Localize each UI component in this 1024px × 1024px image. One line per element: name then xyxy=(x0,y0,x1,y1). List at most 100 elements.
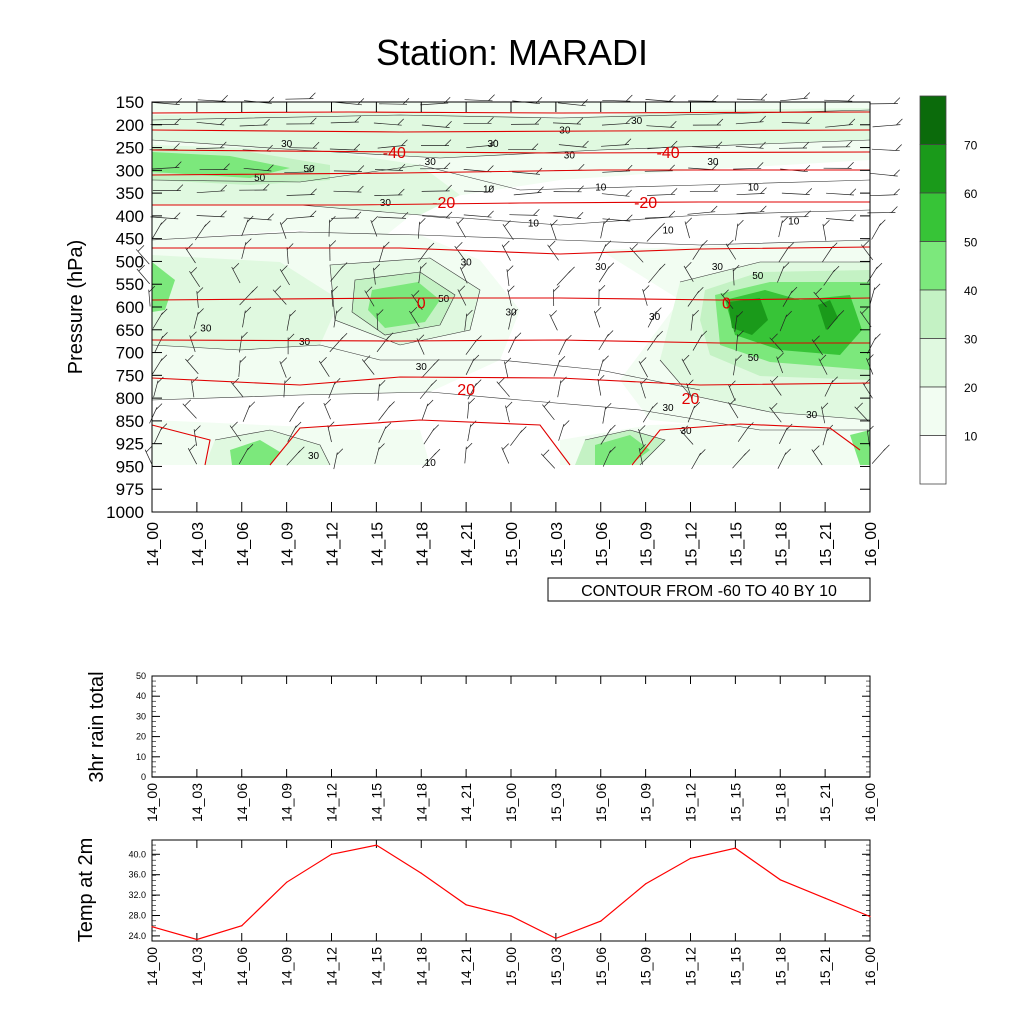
wind-barb xyxy=(242,310,246,328)
wind-barb-feather xyxy=(309,210,317,218)
wind-barb-feather xyxy=(722,289,729,296)
wind-barb-feather xyxy=(883,444,890,452)
wind-barb xyxy=(418,266,422,284)
wind-barb xyxy=(598,334,609,351)
wind-barb xyxy=(600,428,612,445)
wind-barb-feather xyxy=(562,420,570,427)
wind-barb-feather xyxy=(782,262,790,269)
temperature-contour-2 xyxy=(151,149,871,154)
wind-barb xyxy=(869,287,876,305)
wind-barb xyxy=(378,216,407,219)
wind-barb xyxy=(286,247,289,264)
wind-barb xyxy=(193,429,197,446)
x-tick-label: 16_00 xyxy=(862,947,878,986)
wind-barb-feather xyxy=(284,376,292,384)
wind-barb-feather xyxy=(819,354,827,362)
temperature-contour-4 xyxy=(152,201,870,206)
wind-barb xyxy=(822,428,828,446)
colorbar-box xyxy=(919,386,947,436)
y-tick-label: 925 xyxy=(116,435,144,454)
wind-barb xyxy=(464,313,468,331)
wind-barb-feather xyxy=(701,240,708,247)
wind-barb xyxy=(769,406,782,423)
time-axis: 14_00 14_03 14_06 14_09 14_12 14_15 14_18 14_21… xyxy=(145,102,880,567)
wind-barb-feather xyxy=(736,311,744,318)
wind-barb-feather xyxy=(893,188,900,196)
wind-barb xyxy=(638,447,643,465)
wind-barb xyxy=(501,244,511,261)
rain-panel: 0 10 20 30 40 50 14_00 14_03 14_06 14_09 14_12 14_1… xyxy=(86,671,878,822)
series-point xyxy=(330,776,333,778)
wind-barb xyxy=(502,224,514,240)
series-point xyxy=(734,776,736,778)
wind-barb xyxy=(196,121,225,126)
wind-barb xyxy=(374,169,404,171)
wind-barb-feather xyxy=(624,138,632,146)
wind-barb-feather xyxy=(893,97,901,104)
series-point xyxy=(600,920,602,922)
wind-barb xyxy=(681,358,691,375)
y-tick-label: 32.0 xyxy=(128,890,146,900)
wind-barb xyxy=(152,222,163,239)
wind-barb-feather xyxy=(329,215,336,223)
temperature-label-1: -40 xyxy=(657,145,680,162)
wind-barb-feather xyxy=(357,165,365,172)
wind-barb-feather xyxy=(357,185,364,193)
wind-barb-feather xyxy=(194,425,201,432)
colorbar-label: 60 xyxy=(964,187,978,201)
series-point xyxy=(286,776,288,778)
wind-barb xyxy=(638,428,644,446)
wind-barb xyxy=(508,312,513,330)
wind-barb xyxy=(454,245,467,262)
wind-barb-feather xyxy=(576,117,584,125)
humidity-label-13: 10 xyxy=(528,219,540,230)
y-tick-label: 650 xyxy=(116,321,144,340)
wind-barb-feather xyxy=(466,309,473,317)
wind-barb-feather xyxy=(363,355,371,362)
series-point xyxy=(196,776,198,778)
wind-barb-feather xyxy=(419,217,426,225)
temperature-label-5: 0 xyxy=(722,295,731,312)
wind-barb xyxy=(689,190,718,193)
wind-barb xyxy=(732,453,747,469)
wind-barb-feather xyxy=(604,403,612,410)
wind-barb xyxy=(825,124,853,128)
y-tick-label: 20 xyxy=(136,732,146,742)
wind-barb-feather xyxy=(469,420,477,427)
wind-barb xyxy=(379,103,408,105)
wind-barb xyxy=(286,313,291,331)
wind-barb-feather xyxy=(456,242,463,249)
series-point xyxy=(555,776,557,778)
wind-barb xyxy=(504,361,509,379)
wind-barb xyxy=(736,193,765,196)
upper-air-panel: 30 30 30 30 30 30 30 50 50 10 10 10 30 10 10 10 30 30 30 50… xyxy=(65,92,903,602)
y-tick-label: 600 xyxy=(116,298,144,317)
wind-barb xyxy=(647,334,659,351)
y-tick-label: 850 xyxy=(116,412,144,431)
wind-barb-feather xyxy=(582,140,589,148)
wind-barb-feather xyxy=(784,448,791,456)
temperature-label-7: 20 xyxy=(682,391,700,408)
wind-barb xyxy=(241,219,249,237)
wind-barb xyxy=(318,360,330,377)
wind-barb xyxy=(687,405,695,423)
wind-barb-feather xyxy=(161,332,168,339)
wind-barb xyxy=(243,167,272,172)
wind-barb xyxy=(728,384,736,401)
wind-barb xyxy=(780,97,808,102)
wind-barb-feather xyxy=(378,443,385,450)
wind-barb-feather xyxy=(681,425,689,433)
wind-barb xyxy=(690,313,694,331)
y-tick-label: 40.0 xyxy=(128,849,146,859)
wind-barb-feather xyxy=(531,143,539,150)
series-point xyxy=(241,925,243,927)
wind-barb xyxy=(279,269,290,286)
wind-barb-feather xyxy=(534,117,542,125)
wind-barb-feather xyxy=(433,448,441,456)
wind-barb-feather xyxy=(603,217,610,225)
x-tick-label: 14_06 xyxy=(235,522,252,567)
wind-barb-feather xyxy=(137,245,145,252)
wind-barb-feather xyxy=(460,263,468,270)
humidity-label-28: 30 xyxy=(806,410,818,421)
wind-barb xyxy=(600,221,605,239)
